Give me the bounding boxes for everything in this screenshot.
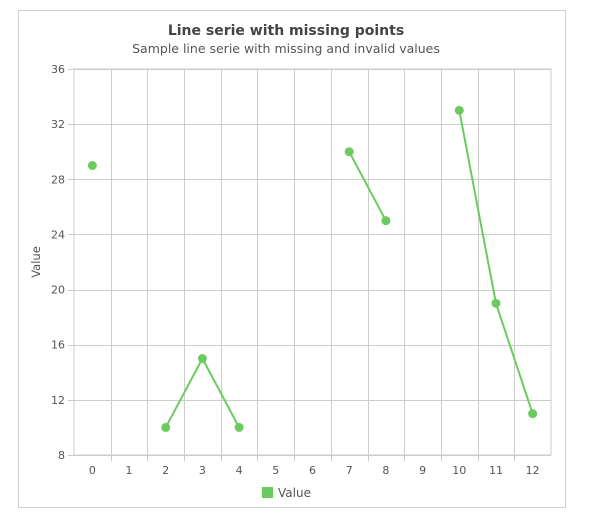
data-point: [197, 354, 207, 363]
data-point: [491, 298, 501, 308]
plot-border: [73, 68, 552, 456]
data-point: [234, 422, 244, 432]
y-axis-label: Value: [29, 246, 43, 278]
y-tick-label: 32: [51, 118, 65, 131]
y-tick-label: 28: [51, 173, 65, 186]
grid: [68, 68, 552, 461]
data-point: [344, 147, 354, 157]
y-tick-label: 8: [58, 449, 65, 462]
data-point: [87, 161, 97, 170]
series-line-segment: [494, 302, 534, 415]
x-tick-label: 9: [419, 464, 426, 477]
series-line-segment: [164, 357, 204, 429]
series-line-segment: [458, 109, 497, 305]
series-line-segment: [201, 357, 241, 429]
x-ticks: 0 1 2 3 4 5 6 7 8 9 10 11 12: [89, 464, 540, 477]
x-tick-label: 7: [346, 464, 353, 477]
chart-title: Line serie with missing points: [168, 23, 404, 39]
y-ticks: 8 12 16 20 24 28 32 36: [51, 63, 65, 462]
x-tick-label: 6: [309, 464, 316, 477]
chart-subtitle: Sample line serie with missing and inval…: [132, 41, 440, 56]
legend-label: Value: [278, 486, 311, 500]
y-tick-label: 24: [51, 228, 65, 241]
data-point: [381, 216, 391, 226]
data-point: [454, 105, 464, 115]
x-tick-label: 12: [526, 464, 540, 477]
y-tick-label: 16: [51, 339, 65, 352]
x-tick-label: 3: [199, 464, 206, 477]
x-tick-label: 8: [382, 464, 389, 477]
x-tick-label: 1: [126, 464, 133, 477]
x-tick-label: 10: [452, 464, 466, 477]
chart-frame: [18, 10, 566, 508]
y-tick-label: 36: [51, 63, 65, 76]
data-point: [161, 422, 171, 432]
x-tick-label: 4: [236, 464, 243, 477]
series-line-segment: [348, 150, 387, 222]
legend[interactable]: Value: [262, 486, 311, 500]
x-tick-label: 11: [489, 464, 503, 477]
data-point: [528, 409, 538, 419]
x-tick-label: 5: [272, 464, 279, 477]
series-points: [87, 105, 538, 432]
series-lines: [164, 109, 534, 429]
x-tick-label: 0: [89, 464, 96, 477]
y-tick-label: 20: [51, 284, 65, 297]
x-tick-label: 2: [162, 464, 169, 477]
legend-swatch: [262, 487, 273, 498]
y-tick-label: 12: [51, 394, 65, 407]
